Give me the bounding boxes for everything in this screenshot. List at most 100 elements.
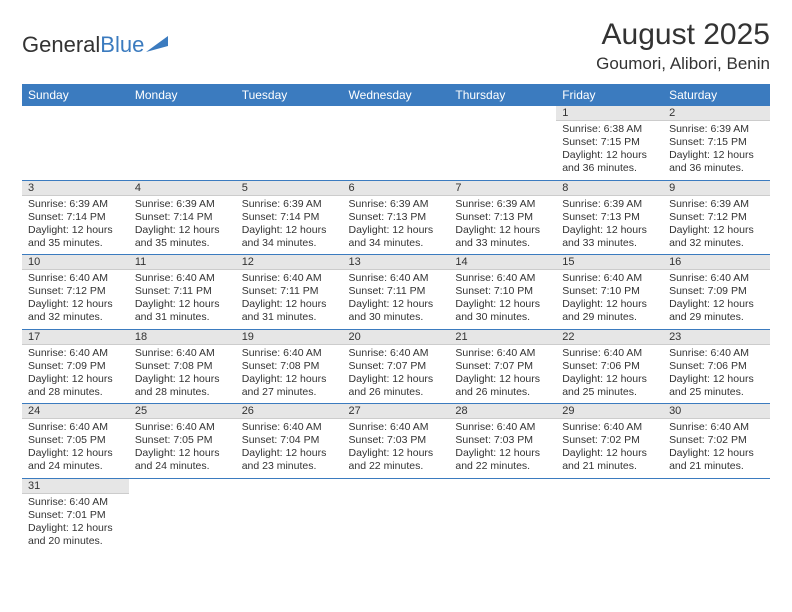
sunrise-line: Sunrise: 6:40 AM [455, 272, 550, 285]
calendar-day-cell: 28Sunrise: 6:40 AMSunset: 7:03 PMDayligh… [449, 404, 556, 479]
calendar-week-row: 10Sunrise: 6:40 AMSunset: 7:12 PMDayligh… [22, 255, 770, 330]
calendar-day-cell: 15Sunrise: 6:40 AMSunset: 7:10 PMDayligh… [556, 255, 663, 330]
calendar-day-cell: 24 Sunrise: 6:40 AMSunset: 7:05 PMDayligh… [22, 404, 129, 479]
title-block: August 2025 Goumori, Alibori, Benin [596, 18, 770, 74]
sunset-line: Sunset: 7:10 PM [455, 285, 550, 298]
day-number: 21 [449, 330, 556, 345]
calendar-day-cell: 29Sunrise: 6:40 AMSunset: 7:02 PMDayligh… [556, 404, 663, 479]
day-details: Sunrise: 6:40 AMSunset: 7:02 PMDaylight:… [663, 419, 770, 478]
calendar-day-cell: 23Sunrise: 6:40 AMSunset: 7:06 PMDayligh… [663, 329, 770, 404]
day-details: Sunrise: 6:40 AMSunset: 7:07 PMDaylight:… [343, 345, 450, 404]
day-details: Sunrise: 6:40 AMSunset: 7:02 PMDaylight:… [556, 419, 663, 478]
calendar-day-cell: 4Sunrise: 6:39 AMSunset: 7:14 PMDaylight… [129, 180, 236, 255]
sunrise-line: Sunrise: 6:40 AM [28, 421, 123, 434]
day-details: Sunrise: 6:40 AMSunset: 7:11 PMDaylight:… [343, 270, 450, 329]
calendar-empty-cell [22, 106, 129, 180]
calendar-empty-cell [343, 478, 450, 552]
day-number: 10 [22, 255, 129, 270]
calendar-day-cell: 11Sunrise: 6:40 AMSunset: 7:11 PMDayligh… [129, 255, 236, 330]
day-number: 13 [343, 255, 450, 270]
day-details: Sunrise: 6:40 AMSunset: 7:12 PMDaylight:… [22, 270, 129, 329]
calendar-day-cell: 25Sunrise: 6:40 AMSunset: 7:05 PMDayligh… [129, 404, 236, 479]
day-number: 19 [236, 330, 343, 345]
calendar-empty-cell [236, 106, 343, 180]
sunset-line: Sunset: 7:11 PM [242, 285, 337, 298]
sunset-line: Sunset: 7:14 PM [135, 211, 230, 224]
day-number: 2 [663, 106, 770, 121]
calendar-table: SundayMondayTuesdayWednesdayThursdayFrid… [22, 84, 770, 552]
sunset-line: Sunset: 7:06 PM [669, 360, 764, 373]
sunset-line: Sunset: 7:02 PM [669, 434, 764, 447]
day-number: 6 [343, 181, 450, 196]
day-details: Sunrise: 6:40 AMSunset: 7:01 PMDaylight:… [22, 494, 129, 553]
sunrise-line: Sunrise: 6:40 AM [349, 347, 444, 360]
sunrise-line: Sunrise: 6:40 AM [562, 421, 657, 434]
sunrise-line: Sunrise: 6:39 AM [28, 198, 123, 211]
sunset-line: Sunset: 7:04 PM [242, 434, 337, 447]
day-details: Sunrise: 6:40 AMSunset: 7:05 PMDaylight:… [129, 419, 236, 478]
sunset-line: Sunset: 7:08 PM [242, 360, 337, 373]
daylight-line: Daylight: 12 hours and 28 minutes. [135, 373, 230, 399]
sunset-line: Sunset: 7:14 PM [242, 211, 337, 224]
calendar-day-cell: 27Sunrise: 6:40 AMSunset: 7:03 PMDayligh… [343, 404, 450, 479]
day-number: 28 [449, 404, 556, 419]
sunset-line: Sunset: 7:05 PM [135, 434, 230, 447]
daylight-line: Daylight: 12 hours and 29 minutes. [669, 298, 764, 324]
day-details: Sunrise: 6:40 AMSunset: 7:11 PMDaylight:… [129, 270, 236, 329]
day-number: 25 [129, 404, 236, 419]
weekday-header: Wednesday [343, 84, 450, 106]
calendar-day-cell: 13Sunrise: 6:40 AMSunset: 7:11 PMDayligh… [343, 255, 450, 330]
sunset-line: Sunset: 7:05 PM [28, 434, 123, 447]
sunset-line: Sunset: 7:13 PM [455, 211, 550, 224]
calendar-empty-cell [129, 478, 236, 552]
calendar-day-cell: 17Sunrise: 6:40 AMSunset: 7:09 PMDayligh… [22, 329, 129, 404]
day-details: Sunrise: 6:40 AMSunset: 7:08 PMDaylight:… [236, 345, 343, 404]
location: Goumori, Alibori, Benin [596, 54, 770, 74]
sunrise-line: Sunrise: 6:40 AM [135, 421, 230, 434]
weekday-header: Tuesday [236, 84, 343, 106]
day-number: 20 [343, 330, 450, 345]
day-number: 30 [663, 404, 770, 419]
daylight-line: Daylight: 12 hours and 31 minutes. [135, 298, 230, 324]
calendar-empty-cell [449, 478, 556, 552]
sunrise-line: Sunrise: 6:40 AM [562, 272, 657, 285]
sunrise-line: Sunrise: 6:40 AM [349, 272, 444, 285]
weekday-header: Thursday [449, 84, 556, 106]
calendar-day-cell: 9Sunrise: 6:39 AMSunset: 7:12 PMDaylight… [663, 180, 770, 255]
sunset-line: Sunset: 7:06 PM [562, 360, 657, 373]
calendar-week-row: 1Sunrise: 6:38 AMSunset: 7:15 PMDaylight… [22, 106, 770, 180]
day-number: 29 [556, 404, 663, 419]
sunset-line: Sunset: 7:08 PM [135, 360, 230, 373]
day-number: 18 [129, 330, 236, 345]
calendar-empty-cell [343, 106, 450, 180]
day-details: Sunrise: 6:39 AMSunset: 7:13 PMDaylight:… [556, 196, 663, 255]
sunset-line: Sunset: 7:15 PM [669, 136, 764, 149]
sunrise-line: Sunrise: 6:40 AM [562, 347, 657, 360]
calendar-empty-cell [556, 478, 663, 552]
day-number: 1 [556, 106, 663, 121]
logo-text-general: General [22, 32, 100, 58]
calendar-day-cell: 10Sunrise: 6:40 AMSunset: 7:12 PMDayligh… [22, 255, 129, 330]
day-number: 24 [22, 404, 129, 419]
sunset-line: Sunset: 7:09 PM [669, 285, 764, 298]
sunrise-line: Sunrise: 6:40 AM [242, 347, 337, 360]
calendar-day-cell: 26Sunrise: 6:40 AMSunset: 7:04 PMDayligh… [236, 404, 343, 479]
sunrise-line: Sunrise: 6:39 AM [455, 198, 550, 211]
daylight-line: Daylight: 12 hours and 20 minutes. [28, 522, 123, 548]
daylight-line: Daylight: 12 hours and 36 minutes. [562, 149, 657, 175]
calendar-day-cell: 8Sunrise: 6:39 AMSunset: 7:13 PMDaylight… [556, 180, 663, 255]
sunset-line: Sunset: 7:09 PM [28, 360, 123, 373]
calendar-day-cell: 1Sunrise: 6:38 AMSunset: 7:15 PMDaylight… [556, 106, 663, 180]
sunrise-line: Sunrise: 6:39 AM [669, 123, 764, 136]
sunrise-line: Sunrise: 6:40 AM [135, 347, 230, 360]
day-details: Sunrise: 6:40 AMSunset: 7:11 PMDaylight:… [236, 270, 343, 329]
daylight-line: Daylight: 12 hours and 22 minutes. [349, 447, 444, 473]
daylight-line: Daylight: 12 hours and 33 minutes. [562, 224, 657, 250]
sunrise-line: Sunrise: 6:40 AM [455, 347, 550, 360]
day-details: Sunrise: 6:40 AMSunset: 7:10 PMDaylight:… [556, 270, 663, 329]
weekday-header-row: SundayMondayTuesdayWednesdayThursdayFrid… [22, 84, 770, 106]
daylight-line: Daylight: 12 hours and 24 minutes. [28, 447, 123, 473]
calendar-day-cell: 31Sunrise: 6:40 AMSunset: 7:01 PMDayligh… [22, 478, 129, 552]
calendar-day-cell: 3Sunrise: 6:39 AMSunset: 7:14 PMDaylight… [22, 180, 129, 255]
weekday-header: Saturday [663, 84, 770, 106]
